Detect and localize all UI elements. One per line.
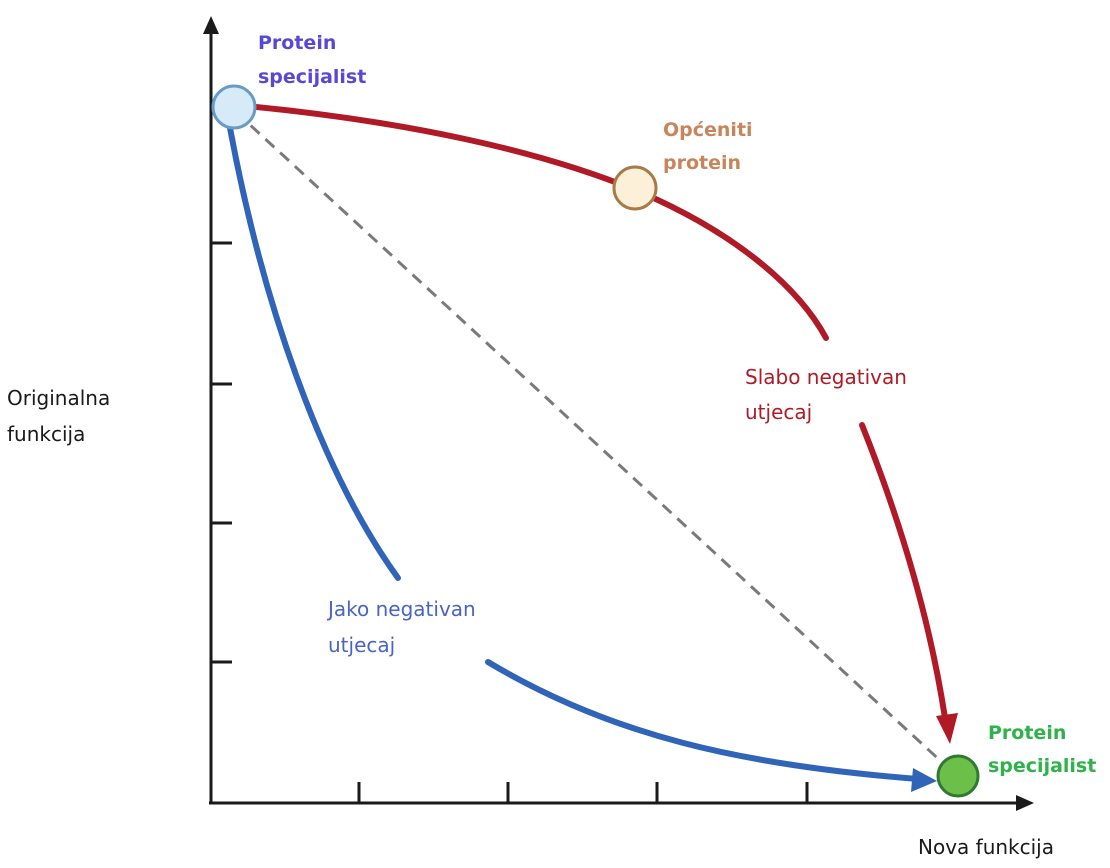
strong-negative-curve-upper xyxy=(227,125,401,581)
strong-negative-label: Jako negativan utjecaj xyxy=(326,597,482,657)
neutral-diagonal xyxy=(234,110,947,767)
middle-point-label: Općeniti protein xyxy=(663,119,759,174)
weak-negative-label: Slabo negativan utjecaj xyxy=(745,365,913,424)
y-axis-label: Originalna funkcija xyxy=(7,386,117,446)
y-axis-arrowhead xyxy=(203,16,219,34)
end-point-label: Protein specijalist xyxy=(988,722,1096,777)
strong-negative-curve-lower xyxy=(485,659,921,782)
strong-negative-arrowhead xyxy=(911,768,937,792)
weak-negative-curve-lower xyxy=(859,422,948,721)
x-axis-arrowhead xyxy=(1016,795,1034,811)
start-point-marker xyxy=(211,84,257,130)
weak-negative-arrowhead xyxy=(936,713,958,744)
middle-point-marker xyxy=(612,165,658,211)
axes xyxy=(203,16,1034,811)
end-point-marker xyxy=(936,754,980,798)
start-point-label: Protein specijalist xyxy=(258,32,366,88)
x-axis-label: Nova funkcija xyxy=(918,835,1054,859)
